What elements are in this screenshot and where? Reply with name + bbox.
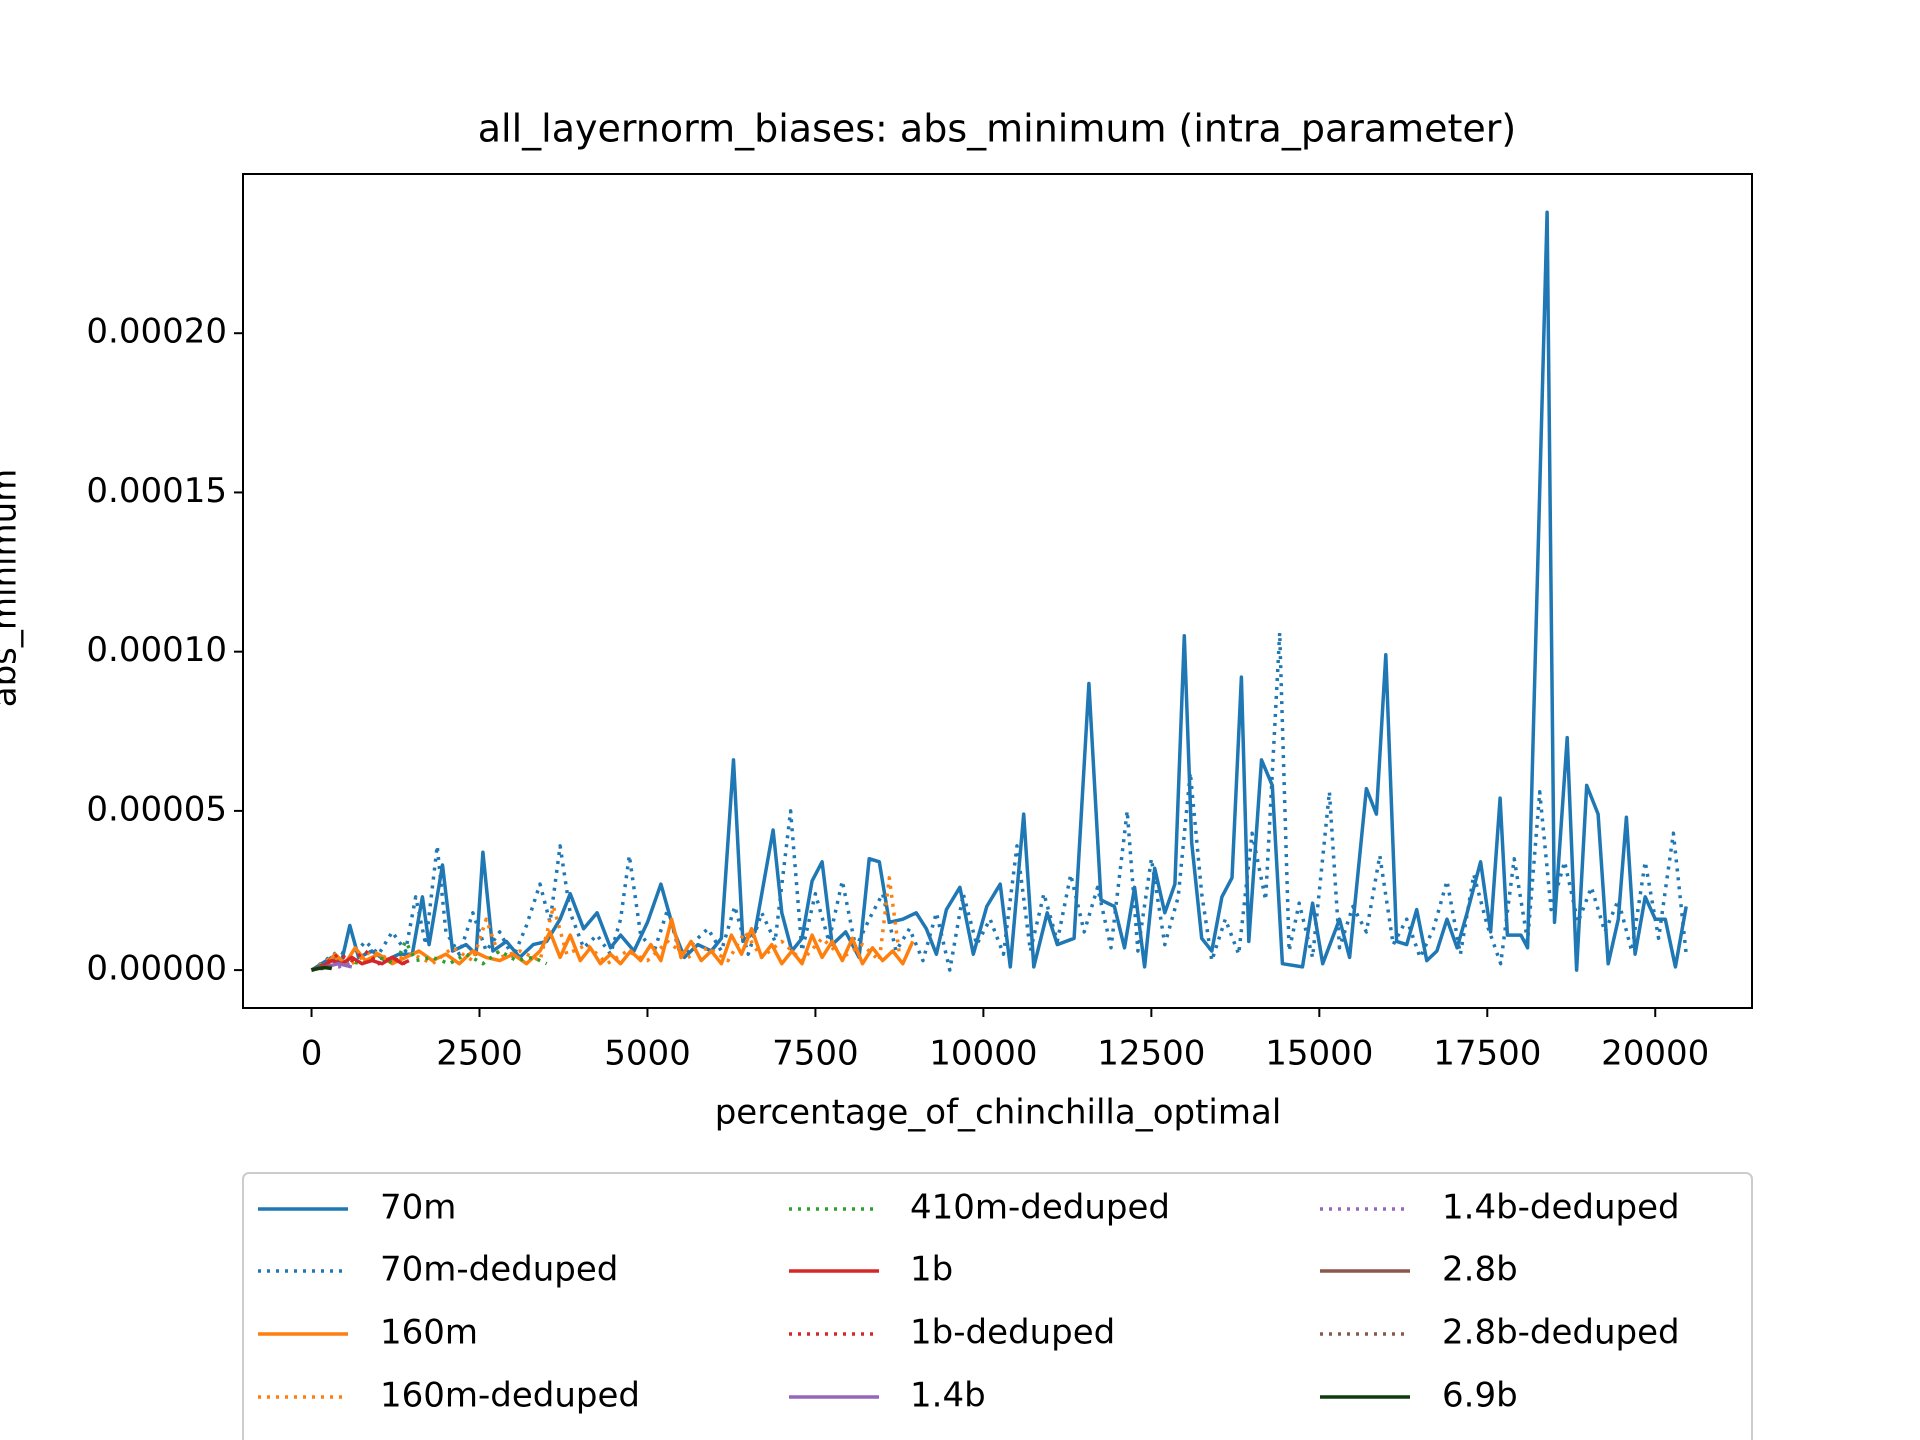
series-line xyxy=(311,965,332,972)
y-axis-label: abs_minimum xyxy=(0,469,25,707)
x-tick-label: 15000 xyxy=(1265,1034,1373,1074)
legend-label: 1b-deduped xyxy=(910,1313,1115,1353)
x-tick-label: 12500 xyxy=(1097,1034,1205,1074)
x-tick-label: 5000 xyxy=(604,1034,691,1074)
y-tick-label: 0.00005 xyxy=(86,789,227,829)
x-tick-label: 20000 xyxy=(1601,1034,1709,1074)
y-tick-label: 0.00010 xyxy=(86,630,227,670)
y-tick-label: 0.00000 xyxy=(86,949,227,989)
series-line xyxy=(310,949,407,972)
legend-label: 160m xyxy=(380,1313,478,1353)
legend-label: 70m-deduped xyxy=(380,1250,618,1290)
legend-label: 1.4b xyxy=(910,1376,986,1416)
chart-title: all_layernorm_biases: abs_minimum (intra… xyxy=(478,107,1517,151)
legend-label: 1.4b-deduped xyxy=(1442,1188,1680,1228)
x-axis-label: percentage_of_chinchilla_optimal xyxy=(715,1093,1282,1133)
x-tick-label: 0 xyxy=(301,1034,323,1074)
legend-label: 1b xyxy=(910,1250,953,1290)
legend-label: 2.8b xyxy=(1442,1250,1518,1290)
legend-label: 6.9b xyxy=(1442,1376,1518,1416)
series-line xyxy=(310,210,1688,972)
axes-frame xyxy=(242,173,1753,1009)
y-tick-label: 0.00020 xyxy=(86,312,227,352)
legend-label: 2.8b-deduped xyxy=(1442,1313,1680,1353)
x-tick-label: 17500 xyxy=(1433,1034,1541,1074)
y-tick-label: 0.00015 xyxy=(86,471,227,511)
x-tick-label: 10000 xyxy=(929,1034,1037,1074)
legend-box xyxy=(242,1172,1753,1440)
series-line xyxy=(311,917,915,972)
legend-label: 160m-deduped xyxy=(380,1376,640,1416)
x-tick-label: 2500 xyxy=(436,1034,523,1074)
legend-label: 410m-deduped xyxy=(910,1188,1170,1228)
legend-label: 70m xyxy=(380,1188,456,1228)
x-tick-label: 7500 xyxy=(772,1034,859,1074)
series-line xyxy=(310,876,902,972)
